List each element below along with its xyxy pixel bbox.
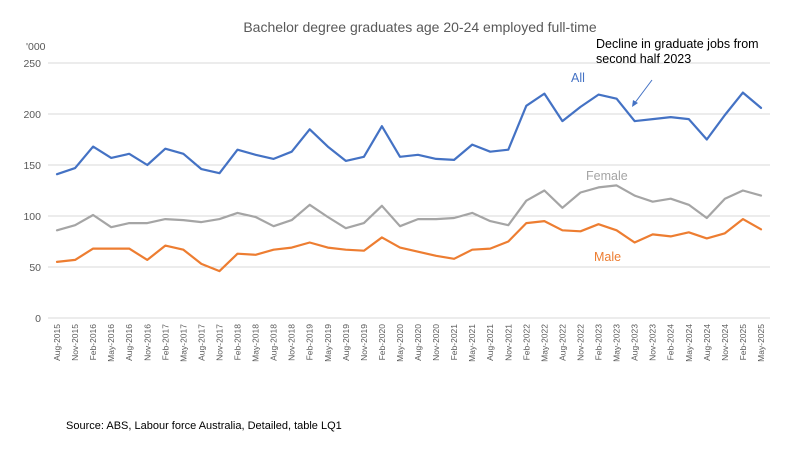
x-tick-label: Feb-2016	[88, 324, 98, 361]
x-tick-label: May-2018	[251, 324, 261, 362]
grid-lines	[48, 62, 770, 319]
x-tick-label: Nov-2018	[287, 324, 297, 361]
x-tick-label: May-2021	[467, 324, 477, 362]
x-tick-label: Aug-2016	[124, 324, 134, 361]
annotation-line-2: second half 2023	[596, 52, 691, 66]
y-tick-label: 200	[23, 109, 41, 121]
x-tick-label: Nov-2022	[575, 324, 585, 361]
x-tick-label: Nov-2021	[503, 324, 513, 361]
x-tick-label: Aug-2021	[485, 324, 495, 361]
x-tick-label: Aug-2022	[557, 324, 567, 361]
x-tick-label: May-2020	[395, 324, 405, 362]
x-tick-label: Feb-2020	[377, 324, 387, 361]
x-tick-label: Aug-2024	[702, 324, 712, 361]
x-tick-label: May-2024	[684, 324, 694, 362]
x-tick-label: May-2016	[106, 324, 116, 362]
x-tick-label: Nov-2016	[142, 324, 152, 361]
chart-title: Bachelor degree graduates age 20-24 empl…	[243, 19, 597, 35]
y-tick-label: 50	[29, 262, 41, 274]
annotation-line-1: Decline in graduate jobs from	[596, 37, 759, 51]
x-tick-label: Feb-2018	[233, 324, 243, 361]
x-tick-label: Aug-2017	[196, 324, 206, 361]
annotation-arrow	[633, 79, 653, 105]
x-tick-label: May-2025	[756, 324, 766, 362]
source-note: Source: ABS, Labour force Australia, Det…	[66, 420, 342, 432]
series-labels: All Female Male	[571, 71, 628, 264]
series-line-all	[55, 91, 763, 176]
series-line-female	[55, 184, 763, 232]
x-tick-label: Aug-2019	[341, 324, 351, 361]
x-tick-label: Aug-2018	[269, 324, 279, 361]
x-tick-label: May-2017	[178, 324, 188, 362]
x-tick-label: Feb-2023	[594, 324, 604, 361]
x-tick-label: Aug-2023	[630, 324, 640, 361]
y-tick-label: 0	[35, 313, 41, 325]
series-lines	[55, 91, 763, 273]
x-tick-label: Nov-2024	[720, 324, 730, 361]
y-tick-label: 250	[23, 58, 41, 70]
x-tick-label: Nov-2019	[359, 324, 369, 361]
x-tick-label: Nov-2015	[70, 324, 80, 361]
series-line-male	[55, 218, 763, 273]
x-tick-label: Aug-2020	[413, 324, 423, 361]
x-tick-label: May-2019	[323, 324, 333, 362]
x-tick-label: Nov-2020	[431, 324, 441, 361]
x-tick-label: Feb-2022	[521, 324, 531, 361]
y-tick-label: 100	[23, 211, 41, 223]
series-label-all: All	[571, 71, 585, 85]
y-unit-label: '000	[26, 41, 46, 53]
x-tick-label: Feb-2024	[666, 324, 676, 361]
series-label-male: Male	[594, 250, 621, 264]
x-tick-label: Aug-2015	[52, 324, 62, 361]
series-label-female: Female	[586, 169, 628, 183]
y-tick-label: 150	[23, 160, 41, 172]
x-tick-label: Feb-2021	[449, 324, 459, 361]
x-tick-label: Feb-2025	[738, 324, 748, 361]
x-axis-ticks: Aug-2015 Nov-2015 Feb-2016 May-2016 Aug-2016…	[52, 324, 766, 362]
x-tick-label: Nov-2017	[214, 324, 224, 361]
x-tick-label: Feb-2019	[305, 324, 315, 361]
x-tick-label: May-2023	[612, 324, 622, 362]
x-tick-label: Nov-2023	[648, 324, 658, 361]
annotation-arrowhead	[632, 100, 638, 107]
x-tick-label: May-2022	[539, 324, 549, 362]
y-axis-ticks: 0 50 100 150 200 250	[23, 58, 41, 325]
x-tick-label: Feb-2017	[160, 324, 170, 361]
annotation: Decline in graduate jobs from second hal…	[596, 37, 759, 107]
